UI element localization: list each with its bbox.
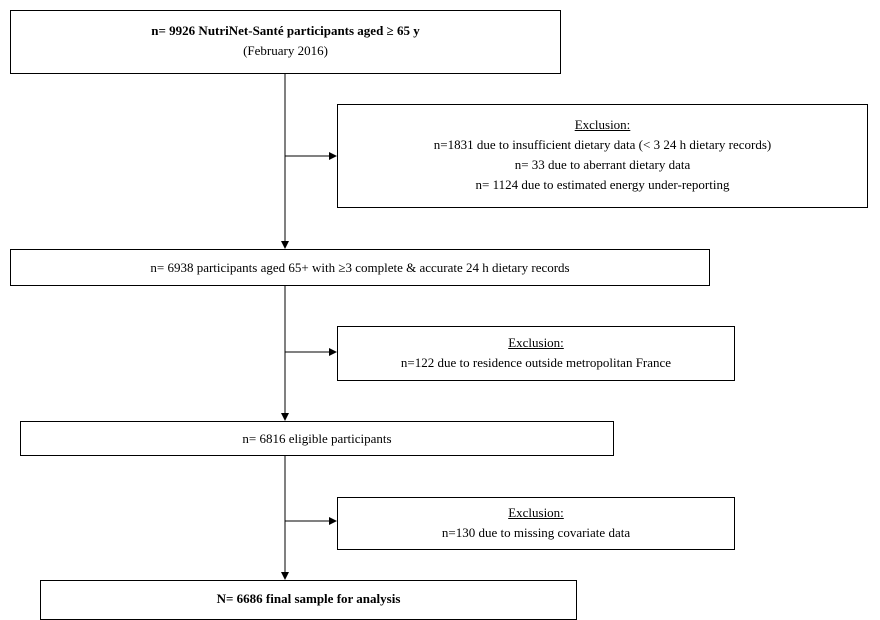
- exclusion-3-heading: Exclusion:: [508, 505, 564, 520]
- exclusion-3-item: n=130 due to missing covariate data: [441, 525, 631, 540]
- step2-text: n= 6938 participants aged 65+ with ≥3 co…: [150, 260, 570, 275]
- step3-box: n= 6816 eligible participants: [20, 421, 614, 456]
- step2-box: n= 6938 participants aged 65+ with ≥3 co…: [10, 249, 710, 286]
- exclusion-2-item: n=122 due to residence outside metropoli…: [400, 355, 672, 370]
- start-box-date: (February 2016): [243, 43, 328, 58]
- final-text: N= 6686 final sample for analysis: [216, 591, 401, 606]
- start-box-title: n= 9926 NutriNet-Santé participants aged…: [151, 23, 420, 38]
- exclusion-1-heading: Exclusion:: [574, 117, 631, 132]
- exclusion-1-item: n= 33 due to aberrant dietary data: [514, 157, 691, 172]
- exclusion-box-3: Exclusion: n=130 due to missing covariat…: [337, 497, 735, 550]
- step3-text: n= 6816 eligible participants: [242, 431, 392, 446]
- exclusion-1-item: n=1831 due to insufficient dietary data …: [433, 137, 772, 152]
- exclusion-box-1: Exclusion: n=1831 due to insufficient di…: [337, 104, 868, 208]
- start-box: n= 9926 NutriNet-Santé participants aged…: [10, 10, 561, 74]
- final-box: N= 6686 final sample for analysis: [40, 580, 577, 620]
- exclusion-2-heading: Exclusion:: [508, 335, 564, 350]
- exclusion-box-2: Exclusion: n=122 due to residence outsid…: [337, 326, 735, 381]
- exclusion-1-item: n= 1124 due to estimated energy under-re…: [475, 177, 730, 192]
